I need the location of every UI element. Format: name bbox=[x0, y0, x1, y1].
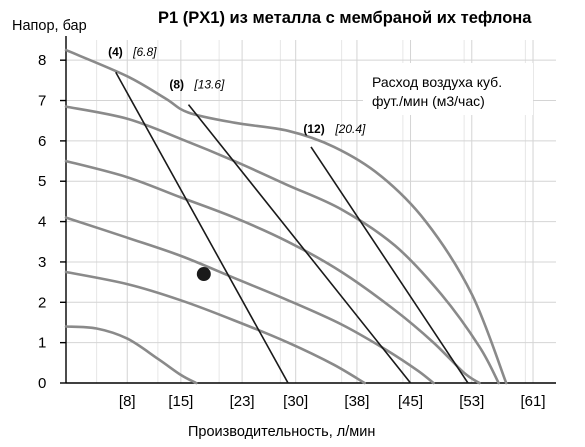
pressure-curves bbox=[64, 48, 508, 385]
axes bbox=[60, 36, 556, 384]
air-line-3 bbox=[310, 146, 469, 384]
y-tick-label: 0 bbox=[38, 375, 46, 392]
y-tick-label: 6 bbox=[38, 133, 46, 150]
y-tick-label: 8 bbox=[38, 52, 46, 69]
y-tick-label: 2 bbox=[38, 294, 46, 311]
legend-note-line-2: фут./мин (м3/час) bbox=[372, 93, 485, 109]
tick-labels: 0 1 2 3 4 5 6 7 8 [8] [15] [23] [30] [38] [45] [53] [61] bbox=[38, 52, 546, 410]
y-tick-label: 3 bbox=[38, 254, 46, 271]
y-tick-label: 5 bbox=[38, 173, 46, 190]
pressure-curve-3 bbox=[64, 159, 481, 385]
marker bbox=[196, 267, 211, 282]
x-tick-label: [61] bbox=[521, 393, 546, 410]
air-line-label-3: (12) bbox=[303, 122, 324, 136]
air-consumption-lines: (4) [6.8] (8) [13.6] (12) [20.4] bbox=[108, 45, 469, 384]
legend-note-box bbox=[363, 63, 533, 115]
air-line-m3-label-2: [13.6] bbox=[193, 77, 225, 91]
y-tick-label: 1 bbox=[38, 335, 46, 352]
air-line-2 bbox=[187, 104, 412, 384]
y-tick-label: 7 bbox=[38, 93, 46, 110]
legend-note-line-1: Расход воздуха куб. bbox=[372, 74, 502, 90]
x-tick-label: [30] bbox=[283, 393, 308, 410]
pressure-curve-4 bbox=[64, 216, 435, 385]
pressure-curve-2 bbox=[64, 105, 500, 385]
chart-title: P1 (PX1) из металла с мембраной их тефло… bbox=[158, 9, 532, 27]
x-tick-label: [53] bbox=[459, 393, 484, 410]
air-line-1 bbox=[115, 71, 289, 384]
pressure-curve-5 bbox=[64, 270, 366, 385]
air-line-label-1: (4) bbox=[108, 45, 123, 59]
x-tick-label: [15] bbox=[168, 393, 193, 410]
pressure-curve-1 bbox=[64, 48, 508, 385]
x-tick-label: [38] bbox=[344, 393, 369, 410]
operating-point-marker bbox=[196, 267, 211, 282]
x-tick-label: [23] bbox=[230, 393, 255, 410]
x-tick-label: [45] bbox=[398, 393, 423, 410]
air-line-m3-label-1: [6.8] bbox=[132, 45, 157, 59]
y-tick-label: 4 bbox=[38, 214, 46, 231]
air-line-m3-label-3: [20.4] bbox=[334, 122, 366, 136]
x-tick-label: [8] bbox=[119, 393, 136, 410]
air-line-label-2: (8) bbox=[169, 77, 184, 91]
x-axis-label: Производительность, л/мин bbox=[188, 424, 375, 440]
y-axis-label: Напор, бар bbox=[12, 18, 87, 34]
pressure-curve-6 bbox=[64, 325, 198, 385]
